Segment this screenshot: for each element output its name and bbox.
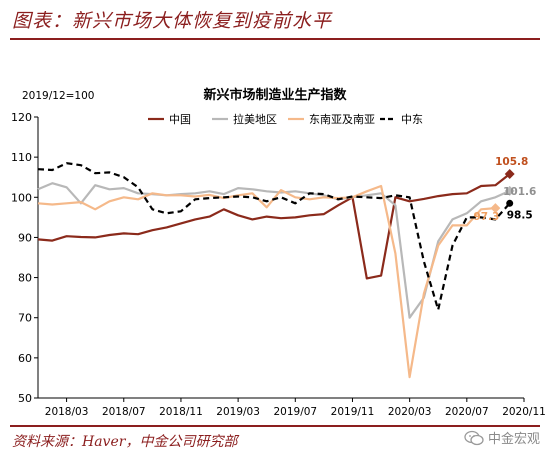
series-end-marker bbox=[490, 203, 501, 214]
x-tick-label: 2019/03 bbox=[216, 406, 260, 418]
legend-label: 中东 bbox=[401, 113, 423, 126]
x-tick-label: 2018/11 bbox=[159, 406, 203, 418]
end-value-label: 97.3 bbox=[473, 211, 499, 223]
end-value-label: 105.8 bbox=[495, 156, 528, 168]
y-axis: 50 60 70 80 90 100 110 120 bbox=[11, 111, 38, 405]
x-axis: 2018/03 2018/07 2018/11 2019/03 2019/07 2019/… bbox=[45, 398, 546, 418]
end-value-label: 101.6 bbox=[503, 186, 536, 198]
x-tick-label: 2019/11 bbox=[331, 406, 375, 418]
top-rule bbox=[10, 38, 540, 40]
y-tick-label: 100 bbox=[11, 191, 32, 204]
x-tick-label: 2020/07 bbox=[445, 406, 489, 418]
y-tick-label: 110 bbox=[11, 151, 32, 164]
chart-title: 新兴市场制造业生产指数 bbox=[203, 87, 347, 103]
x-tick-label: 2018/03 bbox=[45, 406, 89, 418]
watermark-text: 中金宏观 bbox=[487, 432, 540, 447]
y-tick-label: 50 bbox=[18, 392, 32, 405]
plot-frame bbox=[37, 117, 524, 399]
x-tick-label: 2020/11 bbox=[502, 406, 546, 418]
y-tick-label: 70 bbox=[18, 312, 32, 325]
legend-label: 东南亚及南亚 bbox=[309, 113, 375, 126]
figure-title: 图表：新兴市场大体恢复到疫前水平 bbox=[12, 10, 333, 32]
y-tick-label: 120 bbox=[11, 111, 32, 124]
wechat-icon bbox=[464, 430, 484, 445]
end-value-label: 98.5 bbox=[507, 209, 533, 221]
series-end-marker bbox=[504, 169, 515, 179]
series-group bbox=[37, 162, 515, 379]
x-tick-label: 2020/03 bbox=[388, 406, 432, 418]
legend: 中国 拉美地区 东南亚及南亚 中东 bbox=[148, 112, 423, 126]
x-tick-label: 2018/07 bbox=[102, 406, 146, 418]
y-axis-unit-label: 2019/12=100 bbox=[22, 90, 94, 102]
y-tick-label: 80 bbox=[18, 272, 32, 285]
watermark: 中金宏观 bbox=[464, 428, 540, 447]
x-tick-label: 2019/07 bbox=[273, 406, 317, 418]
source-note: 资料来源：Haver，中金公司研究部 bbox=[12, 434, 238, 450]
end-labels: 105.8 101.6 97.3 98.5 bbox=[473, 156, 536, 223]
legend-label: 拉美地区 bbox=[233, 112, 277, 126]
series-end-marker bbox=[506, 199, 514, 207]
bottom-rule bbox=[10, 425, 540, 427]
series-end-marker bbox=[504, 185, 515, 196]
series-line-1 bbox=[37, 182, 511, 319]
legend-label: 中国 bbox=[169, 113, 191, 126]
series-line-0 bbox=[37, 173, 511, 280]
y-tick-label: 60 bbox=[18, 352, 32, 365]
series-line-3 bbox=[37, 162, 511, 311]
series-line-2 bbox=[37, 184, 496, 379]
y-tick-label: 90 bbox=[18, 231, 32, 244]
